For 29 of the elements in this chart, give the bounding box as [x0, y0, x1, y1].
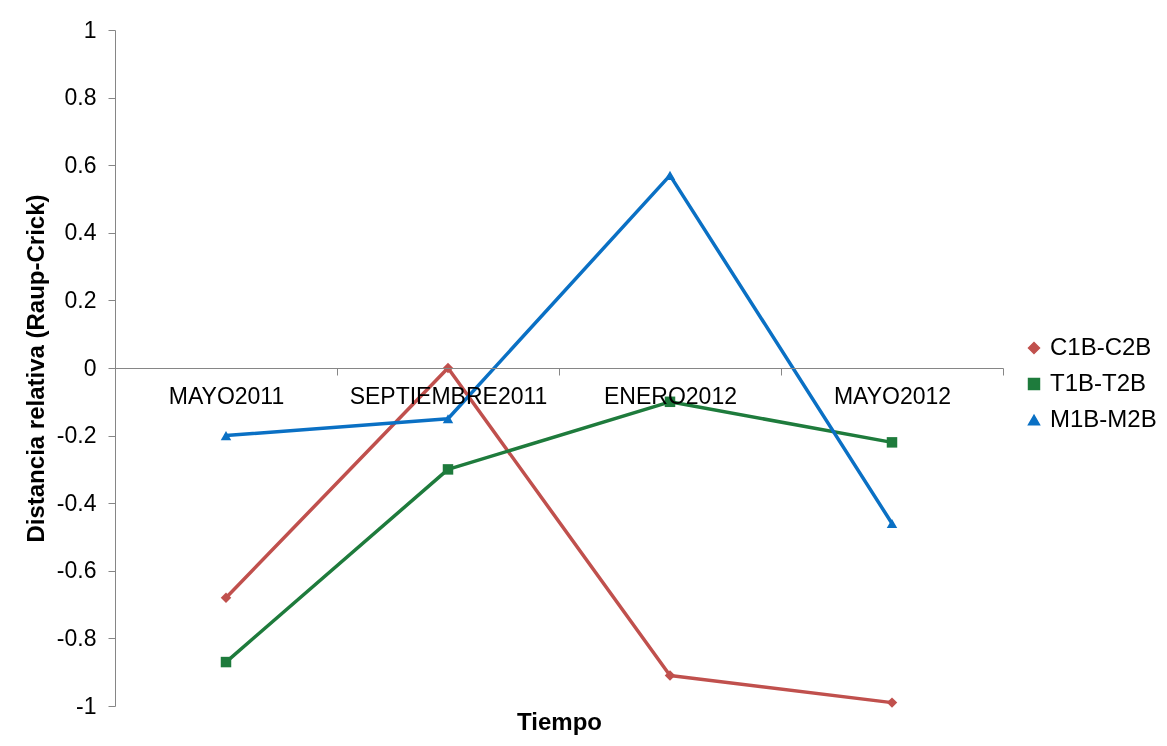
- point: [442, 414, 454, 424]
- point: [886, 437, 898, 448]
- y-tick-label: 0.4: [64, 219, 97, 246]
- point: [664, 670, 676, 681]
- y-axis-title: Distancia relativa (Raup-Crick): [21, 194, 49, 543]
- y-tick-label: 0.2: [64, 286, 97, 313]
- x-tick-label: MAYO2011: [168, 382, 285, 409]
- legend-label: T1B-T2B: [1050, 369, 1147, 396]
- x-axis-title: Tiempo: [517, 707, 602, 735]
- y-tick-label: -1: [76, 692, 97, 719]
- point: [442, 362, 454, 374]
- y-tick-label: -0.4: [56, 489, 97, 516]
- y-tick-label: 0: [83, 354, 97, 381]
- y-tick-label: 0.8: [64, 84, 97, 111]
- legend-label: C1B-C2B: [1050, 333, 1152, 360]
- point: [220, 431, 232, 441]
- y-tick-label: -0.2: [56, 422, 97, 449]
- point: [220, 656, 232, 668]
- point: [886, 697, 898, 708]
- y-tick-label: -0.6: [56, 557, 97, 584]
- x-tick-label: MAYO2012: [833, 382, 952, 409]
- point: [220, 592, 232, 604]
- x-tick-label: ENERO2012: [604, 382, 737, 409]
- point: [442, 464, 454, 475]
- legend-label: M1B-M2B: [1050, 405, 1157, 432]
- y-tick-label: 0.6: [64, 151, 97, 178]
- y-tick-label: -0.8: [56, 624, 97, 651]
- y-tick-label: 1: [83, 16, 97, 43]
- point: [886, 518, 898, 529]
